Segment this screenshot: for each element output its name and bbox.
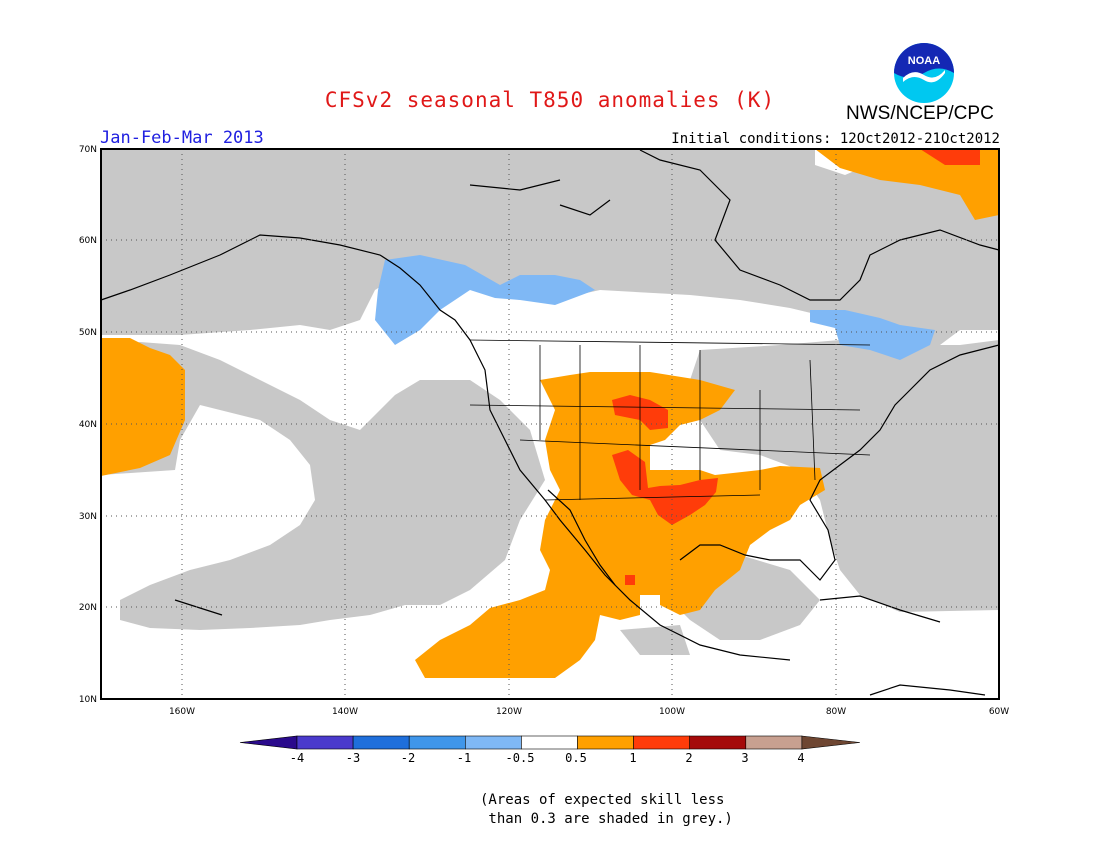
colorbar-label: 4 bbox=[797, 751, 804, 765]
colorbar-arrow-right bbox=[801, 735, 860, 750]
colorbar-label: 3 bbox=[741, 751, 748, 765]
colorbar-box bbox=[464, 735, 522, 750]
map-frame bbox=[100, 148, 1000, 700]
lat-label: 70N bbox=[79, 145, 97, 155]
colorbar-label: 2 bbox=[685, 751, 692, 765]
colorbar-box bbox=[296, 735, 354, 750]
colorbar-label: -0.5 bbox=[506, 751, 535, 765]
colorbar-box bbox=[352, 735, 410, 750]
agency-label: NWS/NCEP/CPC bbox=[846, 103, 994, 124]
colorbar-label: 0.5 bbox=[565, 751, 587, 765]
forecast-period: Jan-Feb-Mar 2013 bbox=[100, 128, 264, 148]
lat-label: 60N bbox=[79, 236, 97, 246]
colorbar-box bbox=[745, 735, 803, 750]
lat-label: 30N bbox=[79, 512, 97, 522]
anomaly-orange bbox=[101, 338, 825, 678]
anomaly-light-blue bbox=[375, 255, 935, 360]
lat-label: 10N bbox=[79, 695, 97, 705]
colorbar-label: -4 bbox=[290, 751, 304, 765]
lon-label: 160W bbox=[169, 707, 195, 717]
lat-label: 40N bbox=[79, 420, 97, 430]
colorbar-box bbox=[408, 735, 466, 750]
anomaly-red bbox=[612, 149, 999, 585]
colorbar-arrow-left bbox=[239, 735, 298, 750]
colorbar-boxes bbox=[239, 735, 860, 750]
graticule bbox=[101, 149, 999, 699]
lon-label: 80W bbox=[826, 707, 846, 717]
skill-note: (Areas of expected skill less than 0.3 a… bbox=[480, 792, 733, 827]
lon-label: 140W bbox=[332, 707, 358, 717]
colorbar-box bbox=[521, 735, 578, 750]
colorbar-box bbox=[689, 735, 747, 750]
colorbar-box bbox=[577, 735, 634, 750]
colorbar-label: -1 bbox=[457, 751, 471, 765]
colorbar-label: 1 bbox=[629, 751, 636, 765]
logo-text: NOAA bbox=[908, 55, 940, 67]
chart-title: CFSv2 seasonal T850 anomalies (K) bbox=[324, 88, 776, 112]
lon-label: 120W bbox=[496, 707, 522, 717]
lat-label: 20N bbox=[79, 603, 97, 613]
colorbar-label: -3 bbox=[346, 751, 360, 765]
lon-label: 60W bbox=[989, 707, 1009, 717]
noaa-logo-icon: NOAA bbox=[894, 43, 954, 103]
initial-conditions: Initial conditions: 12Oct2012-21Oct2012 bbox=[671, 131, 1000, 147]
colorbar-label: -2 bbox=[401, 751, 415, 765]
lat-label: 50N bbox=[79, 328, 97, 338]
colorbar-box bbox=[633, 735, 690, 750]
lon-label: 100W bbox=[659, 707, 685, 717]
coastlines bbox=[100, 149, 1000, 696]
state-borders bbox=[469, 339, 871, 501]
